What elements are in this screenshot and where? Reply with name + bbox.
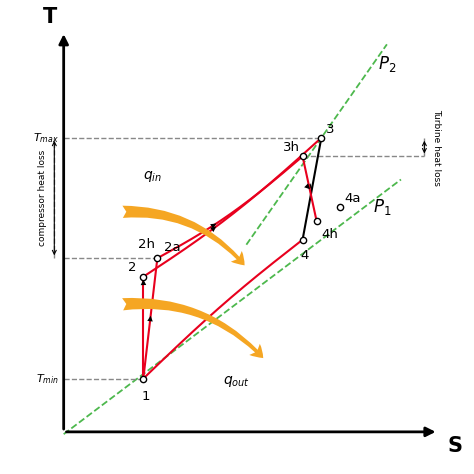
Text: $P_2$: $P_2$ (377, 54, 396, 74)
Text: S: S (448, 437, 463, 456)
Text: compressor heat loss: compressor heat loss (38, 150, 47, 246)
Text: T: T (43, 7, 57, 27)
Text: 2: 2 (128, 262, 137, 274)
Text: 4h: 4h (321, 228, 338, 241)
Text: 1: 1 (141, 390, 150, 403)
Text: $T_{max}$: $T_{max}$ (33, 131, 59, 145)
Text: $q_{in}$: $q_{in}$ (143, 169, 162, 184)
Text: 3: 3 (326, 122, 335, 136)
Text: 2h: 2h (138, 238, 155, 251)
Text: $T_{min}$: $T_{min}$ (36, 372, 59, 385)
Text: 4a: 4a (345, 192, 361, 205)
Text: Turbine heat loss: Turbine heat loss (432, 109, 441, 185)
Text: $q_{out}$: $q_{out}$ (223, 374, 251, 389)
Text: 2a: 2a (164, 241, 181, 254)
Text: 4: 4 (300, 249, 309, 262)
Text: $P_1$: $P_1$ (373, 197, 391, 217)
Text: 3h: 3h (283, 141, 300, 154)
